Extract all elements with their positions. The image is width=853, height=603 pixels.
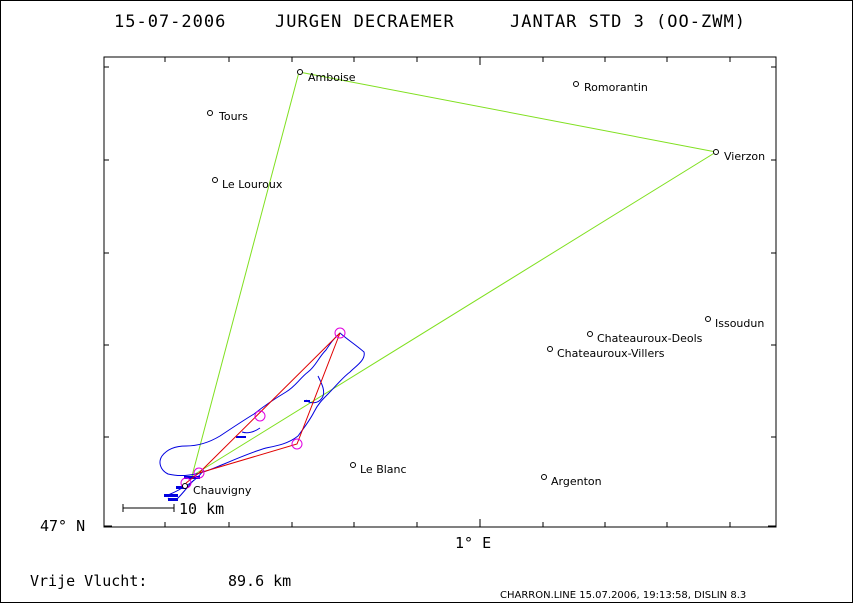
glider-name: JANTAR STD 3 (OO-ZWM) (510, 12, 746, 32)
city-marker-romorantin (573, 81, 579, 87)
axis-ticks (104, 57, 776, 527)
city-marker-tours (207, 110, 213, 116)
city-marker-issoudun (705, 316, 711, 322)
turnpoint-circle-4 (193, 467, 205, 479)
city-label-chauvigny: Chauvigny (193, 484, 252, 497)
flown-task-start-leg (185, 472, 200, 484)
city-label-tours: Tours (218, 110, 248, 123)
distance-value: 89.6 km (228, 572, 291, 590)
city-label-vierzon: Vierzon (724, 150, 765, 163)
city-marker-amboise (297, 69, 303, 75)
city-marker-chateauroux-deols (587, 331, 593, 337)
turnpoint-circle-3 (254, 410, 266, 422)
map-frame (103, 56, 777, 528)
distance-label: Vrije Vlucht: (30, 572, 147, 590)
city-marker-le-louroux (212, 177, 218, 183)
declared-task-line (191, 71, 718, 477)
flight-track (159, 332, 365, 501)
city-marker-chauvigny (182, 483, 188, 489)
city-label-amboise: Amboise (308, 71, 356, 84)
city-label-le-blanc: Le Blanc (360, 463, 407, 476)
scale-bar (122, 504, 175, 512)
turnpoint-circles (180, 327, 346, 489)
city-marker-le-blanc (350, 462, 356, 468)
city-marker-vierzon (713, 149, 719, 155)
flight-date: 15-07-2006 (114, 12, 226, 32)
latitude-label: 47° N (40, 517, 85, 535)
flown-task-line (198, 332, 341, 474)
turnpoint-circle-2 (291, 438, 303, 450)
turnpoint-circle-1 (334, 327, 346, 339)
scale-bar-label: 10 km (179, 500, 224, 518)
track-thermal-marks (164, 400, 310, 501)
footer-credit: CHARRON.LINE 15.07.2006, 19:13:58, DISLI… (500, 590, 746, 601)
city-label-argenton: Argenton (551, 475, 602, 488)
city-markers (182, 69, 719, 489)
city-label-chateauroux-villers: Chateauroux-Villers (557, 347, 665, 360)
city-label-chateauroux-deols: Chateauroux-Deols (597, 332, 703, 345)
city-label-le-louroux: Le Louroux (222, 178, 283, 191)
city-label-issoudun: Issoudun (715, 317, 764, 330)
city-marker-chateauroux-villers (547, 346, 553, 352)
city-marker-argenton (541, 474, 547, 480)
longitude-label: 1° E (455, 534, 491, 552)
pilot-name: JURGEN DECRAEMER (275, 12, 455, 32)
city-label-romorantin: Romorantin (584, 81, 648, 94)
